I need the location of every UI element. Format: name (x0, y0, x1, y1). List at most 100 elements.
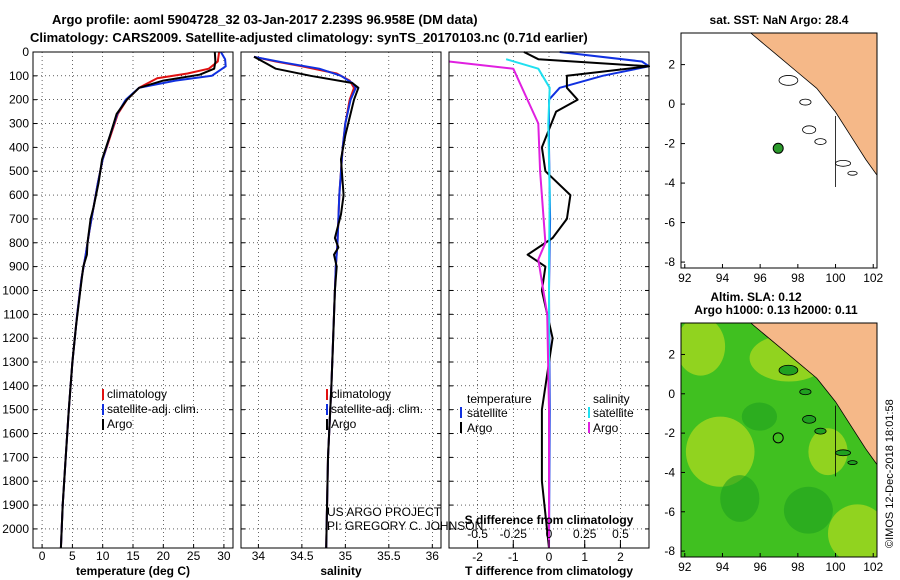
panel-temperature: 0 5 10 15 20 25 30 temperature (deg C) 0 100 200 30… (2, 45, 234, 578)
x-tick-label: 34.5 (290, 549, 314, 563)
sla-field-blob (720, 475, 760, 522)
x-tick-label: 35.5 (377, 549, 401, 563)
lat-tick-label: -8 (664, 255, 675, 269)
depth-tick-label: 1200 (2, 331, 29, 345)
lon-tick-label: 102 (863, 271, 883, 285)
lon-tick-label: 100 (826, 271, 846, 285)
island (835, 449, 852, 457)
depth-tick-label: 1000 (2, 283, 29, 297)
series-argo (59, 51, 217, 549)
sla-field-blob (808, 428, 848, 476)
x-axis-label: T difference from climatology (465, 564, 633, 578)
x-tick-label: 0 (546, 550, 553, 564)
sla-field-blob (741, 402, 778, 431)
argo-position-marker (772, 142, 784, 154)
x-tick-label: 15 (126, 549, 140, 563)
island (814, 138, 827, 145)
depth-tick-label: 1400 (2, 379, 29, 393)
header-line-1: Argo profile: aoml 5904728_32 03-Jan-201… (52, 12, 478, 27)
s-tick-label: 0.5 (612, 527, 629, 541)
x-tick-label: -2 (472, 550, 483, 564)
x-axis-label: salinity (320, 564, 362, 578)
island (814, 427, 827, 435)
sla-field-blob (828, 504, 877, 557)
lat-tick-label: -6 (664, 216, 675, 230)
series-s-argo (448, 60, 550, 548)
project-credit: US ARGO PROJECT (327, 505, 442, 519)
lon-tick-label: 102 (863, 560, 883, 574)
island (799, 98, 812, 106)
map-frame (680, 32, 878, 269)
series-t-satellite (548, 51, 650, 549)
s-tick-label: 0.25 (573, 527, 597, 541)
legend-entry: satellite-adj. clim. (331, 402, 423, 416)
series-argo (253, 55, 360, 549)
lon-tick-label: 92 (678, 271, 692, 285)
grid-temperature (33, 51, 233, 548)
island (847, 460, 858, 465)
depth-tick-label: 400 (9, 140, 29, 154)
panel-salinity: 34 34.5 35 35.5 36 salinity climatologysatelli… (240, 51, 442, 578)
legend-title: temperature (467, 392, 532, 406)
series-climatology (59, 51, 221, 549)
map-sla-title-1: Altim. SLA: 0.12 (710, 290, 802, 304)
x-tick-label: 5 (69, 549, 76, 563)
secondary-axis-label: S difference from climatology (465, 513, 634, 527)
legend-entry: Argo (467, 421, 493, 435)
lat-tick-label: -2 (664, 426, 675, 440)
depth-tick-label: 900 (9, 260, 29, 274)
header-line-2: Climatology: CARS2009. Satellite-adjuste… (30, 30, 588, 45)
sla-field-blob (685, 416, 755, 487)
lon-tick-label: 98 (791, 271, 805, 285)
lon-tick-label: 96 (753, 271, 767, 285)
depth-tick-label: 1700 (2, 450, 29, 464)
depth-tick-label: 1900 (2, 498, 29, 512)
x-tick-label: 1 (581, 550, 588, 564)
series-s-satellite (505, 58, 551, 548)
depth-tick-label: 100 (9, 69, 29, 83)
lat-tick-label: 0 (668, 387, 675, 401)
grid-salinity (241, 51, 441, 548)
legend-entry: satellite-adj. clim. (107, 402, 199, 416)
lat-tick-label: -8 (664, 544, 675, 558)
pi-credit: PI: GREGORY C. JOHNSON (327, 519, 483, 533)
island (802, 415, 817, 424)
x-axis-label: temperature (deg C) (76, 564, 190, 578)
axes-frame (240, 51, 442, 549)
depth-tick-label: 700 (9, 212, 29, 226)
s-tick-label: 0 (546, 527, 553, 541)
island (847, 170, 858, 176)
lat-tick-label: -4 (664, 465, 675, 479)
map-content (681, 33, 877, 268)
depth-tick-label: 1300 (2, 355, 29, 369)
legend-entry: Argo (107, 417, 133, 431)
map-sst-title: sat. SST: NaN Argo: 28.4 (710, 13, 849, 27)
depth-tick-label: 600 (9, 188, 29, 202)
island (778, 364, 799, 376)
map-sla-title-2: Argo h1000: 0.13 h2000: 0.11 (694, 303, 858, 317)
legend-entry: climatology (107, 387, 167, 401)
depth-tick-label: 1800 (2, 474, 29, 488)
lon-tick-label: 92 (678, 560, 692, 574)
island (835, 159, 852, 167)
series-climatology (253, 55, 355, 549)
map-frame (680, 322, 878, 558)
land-sumatra (750, 33, 877, 176)
series-satellite-adj-clim- (253, 55, 357, 549)
legend-title: salinity (593, 392, 630, 406)
x-tick-label: 36 (426, 549, 440, 563)
sla-field-blob (783, 486, 833, 534)
legend-entry: climatology (331, 387, 391, 401)
depth-tick-label: 2000 (2, 522, 29, 536)
lon-tick-label: 94 (716, 271, 730, 285)
lon-tick-label: 100 (826, 560, 846, 574)
depth-tick-label: 0 (22, 45, 29, 59)
x-tick-label: 2 (617, 550, 624, 564)
series-satellite-adj-clim- (59, 51, 227, 549)
island (802, 125, 817, 135)
lat-tick-label: 2 (668, 347, 675, 361)
